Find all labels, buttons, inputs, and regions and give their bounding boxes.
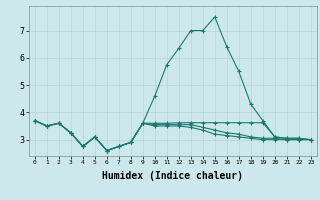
- X-axis label: Humidex (Indice chaleur): Humidex (Indice chaleur): [102, 171, 243, 181]
